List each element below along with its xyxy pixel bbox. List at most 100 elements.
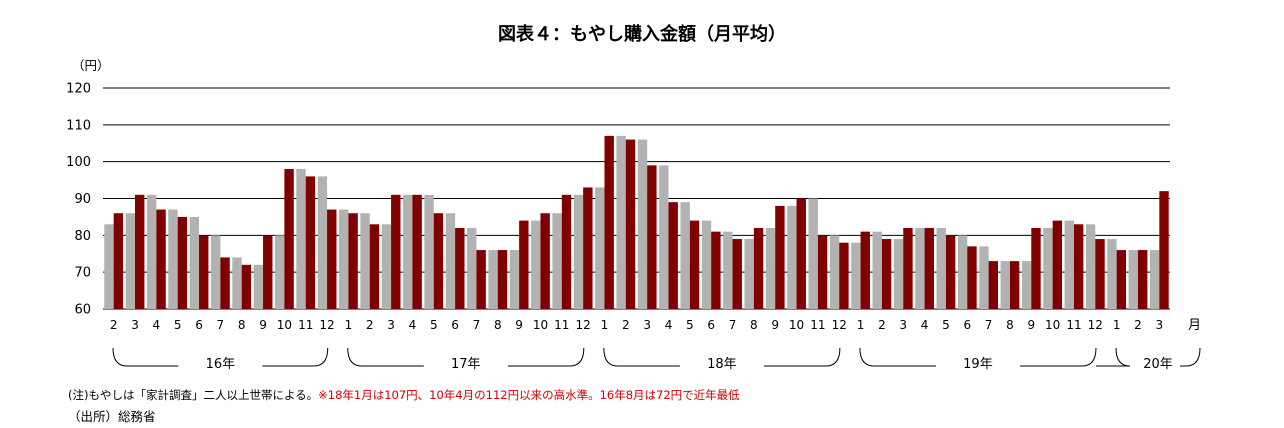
bar-previous-year [403, 194, 413, 309]
x-tick-label: 4 [921, 318, 929, 332]
bar-current [241, 264, 252, 309]
year-label: 18年 [707, 357, 737, 372]
x-tick-label: 12 [576, 318, 591, 332]
year-bracket [763, 347, 841, 367]
bar-current [796, 198, 806, 309]
x-tick-label: 12 [832, 318, 847, 332]
source-note: （出所）総務省 [68, 409, 156, 424]
x-tick-label: 11 [298, 318, 313, 332]
bar-current [1052, 220, 1063, 309]
bar-previous-year [339, 209, 349, 309]
y-tick-label: 80 [74, 229, 91, 244]
bar-previous-year [125, 213, 136, 309]
bar-current [924, 227, 934, 309]
x-tick-label: 8 [750, 318, 758, 332]
bar-previous-year [723, 231, 733, 309]
year-bracket [347, 347, 424, 367]
bar-current [775, 205, 785, 309]
bar-current [561, 194, 572, 309]
x-tick-label: 6 [451, 318, 459, 332]
bar-previous-year [189, 216, 200, 309]
x-tick-label: 8 [1006, 318, 1014, 332]
x-tick-label: 1 [857, 318, 865, 332]
bar-previous-year [381, 224, 392, 309]
year-bracket [1019, 347, 1097, 367]
x-tick-label: 12 [319, 318, 334, 332]
bar-current [988, 261, 998, 309]
bar-previous-year [552, 213, 562, 309]
x-tick-label: 1 [345, 318, 353, 332]
bar-previous-year [915, 227, 925, 309]
y-tick-label: 60 [74, 303, 91, 318]
x-tick-label: 10 [789, 318, 804, 332]
bar-previous-year [1128, 250, 1138, 309]
bar-previous-year [445, 213, 456, 309]
x-tick-label: 2 [878, 318, 886, 332]
x-tick-label: 3 [899, 318, 907, 332]
x-axis-label: 月 [1188, 318, 1201, 333]
bar-previous-year [936, 227, 946, 309]
year-label: 17年 [451, 357, 481, 372]
bar-current [497, 250, 508, 309]
bar-current [177, 216, 188, 309]
year-bracket [1179, 347, 1201, 367]
y-tick-label: 100 [66, 155, 91, 170]
bar-current [263, 235, 273, 309]
y-axis-label: （円） [72, 58, 110, 73]
bar-previous-year [1085, 224, 1096, 309]
x-tick-label: 11 [810, 318, 825, 332]
note-highlight: ※18年1月は107円、10年4月の112円以来の高水準。16年8月は72円で近… [318, 388, 740, 402]
x-tick-label: 1 [601, 318, 609, 332]
year-label: 20年 [1143, 357, 1173, 372]
bar-previous-year [957, 235, 968, 309]
bar-current [945, 235, 956, 309]
bar-previous-year [1043, 227, 1053, 309]
bar-previous-year [872, 231, 882, 309]
x-tick-label: 9 [259, 318, 267, 332]
year-bracket [112, 347, 179, 367]
x-tick-label: 4 [409, 318, 417, 332]
bar-current [1116, 250, 1127, 309]
y-tick-label: 70 [74, 266, 91, 281]
bar-current [903, 227, 913, 309]
bar-current [1095, 239, 1105, 309]
bar-current [967, 246, 977, 309]
bar-previous-year [1000, 261, 1010, 309]
year-bracket [603, 347, 680, 367]
bar-current [583, 187, 593, 309]
year-bracket [859, 347, 936, 367]
bar-current [753, 227, 764, 309]
bar-current [476, 250, 486, 309]
bar-previous-year [275, 235, 285, 309]
bar-previous-year [829, 235, 840, 309]
bar-current [604, 135, 614, 309]
x-tick-label: 2 [1134, 318, 1142, 332]
bar-previous-year [637, 139, 648, 309]
x-tick-label: 5 [174, 318, 182, 332]
x-tick-label: 9 [515, 318, 523, 332]
bar-current [327, 209, 337, 309]
bar-previous-year [616, 135, 626, 309]
bar-current [711, 231, 721, 309]
x-tick-label: 10 [533, 318, 548, 332]
bar-previous-year [1107, 239, 1117, 309]
x-tick-label: 6 [707, 318, 715, 332]
bar-previous-year [851, 242, 861, 309]
bar-current [1009, 261, 1020, 309]
x-tick-label: 4 [665, 318, 673, 332]
bar-current [1031, 227, 1041, 309]
bar-previous-year [787, 205, 797, 309]
x-tick-label: 3 [131, 318, 139, 332]
bar-current [1073, 224, 1084, 309]
bar-current [647, 165, 657, 309]
bar-current [732, 239, 742, 309]
bar-previous-year [701, 220, 712, 309]
bar-current [391, 194, 401, 309]
x-tick-label: 7 [985, 318, 993, 332]
x-tick-label: 5 [942, 318, 950, 332]
bar-current [199, 235, 209, 309]
x-tick-label: 10 [1045, 318, 1060, 332]
bar-current [625, 139, 636, 309]
bar-previous-year [595, 187, 605, 309]
bar-current [412, 194, 422, 309]
